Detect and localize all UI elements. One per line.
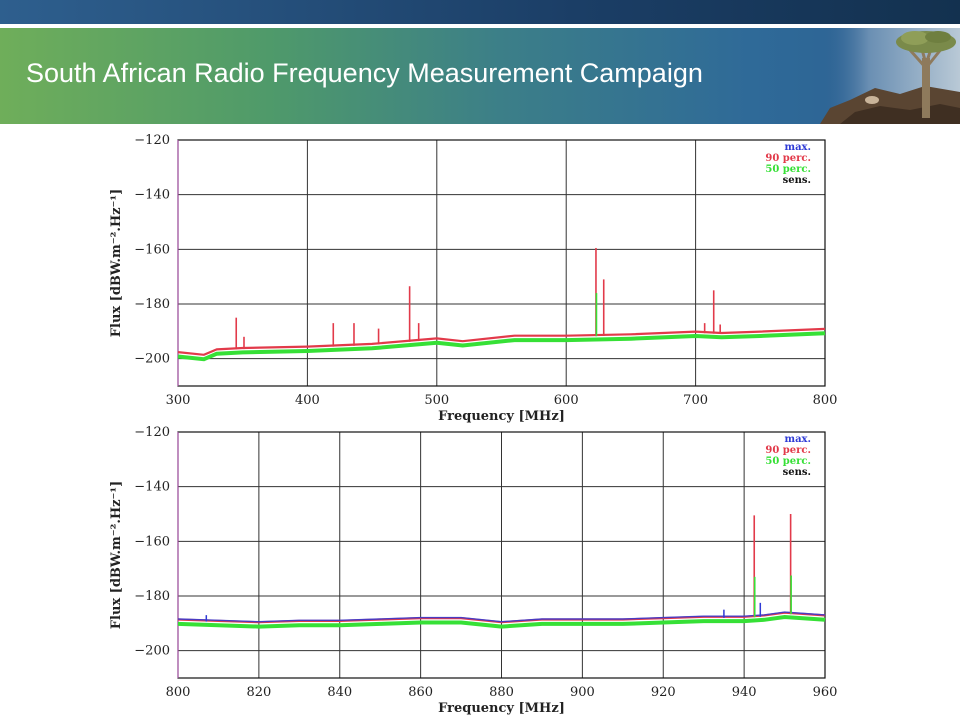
trace-50-perc xyxy=(177,614,826,629)
legend-entry: max. xyxy=(784,142,811,153)
y-tick-label: −200 xyxy=(134,644,170,659)
x-tick-label: 920 xyxy=(651,685,676,700)
page-title: South African Radio Frequency Measuremen… xyxy=(26,58,703,88)
legend-entry: sens. xyxy=(783,175,811,186)
x-tick-label: 800 xyxy=(813,393,838,408)
x-tick-label: 800 xyxy=(166,685,191,700)
x-tick-label: 900 xyxy=(570,685,595,700)
y-tick-label: −160 xyxy=(134,534,170,549)
header-banner: South African Radio Frequency Measuremen… xyxy=(0,28,960,124)
x-tick-label: 840 xyxy=(327,685,352,700)
legend-entry: max. xyxy=(784,434,811,445)
legend-entry: 90 perc. xyxy=(765,153,811,164)
y-tick-label: −120 xyxy=(134,425,170,440)
x-tick-label: 820 xyxy=(246,685,271,700)
legend-entry: 50 perc. xyxy=(765,164,811,175)
y-tick-label: −140 xyxy=(134,188,170,203)
spectrum-charts: 300 400 500 600 700 800 −120 −140 −160 −180 −200 Fr… xyxy=(109,133,838,716)
y-tick-label: −140 xyxy=(134,480,170,495)
x-tick-label: 400 xyxy=(295,393,320,408)
x-tick-label: 300 xyxy=(166,393,191,408)
top-bar xyxy=(0,0,960,24)
y-tick-label: −180 xyxy=(134,297,170,312)
trace-90-perc xyxy=(177,327,826,356)
x-tick-label: 700 xyxy=(683,393,708,408)
y-axis-label: Flux [dBW.m⁻².Hz⁻¹] xyxy=(109,189,124,337)
x-axis-label: Frequency [MHz] xyxy=(438,701,565,716)
y-tick-label: −120 xyxy=(134,133,170,148)
y-axis-label: Flux [dBW.m⁻².Hz⁻¹] xyxy=(109,481,124,629)
x-tick-label: 500 xyxy=(424,393,449,408)
trace-max xyxy=(177,611,826,623)
y-tick-label: −180 xyxy=(134,589,170,604)
quiver-tree-image xyxy=(820,28,960,124)
trace-50-perc xyxy=(177,331,826,362)
x-tick-label: 940 xyxy=(732,685,757,700)
y-tick-label: −160 xyxy=(134,242,170,257)
x-tick-label: 860 xyxy=(408,685,433,700)
plot-frame xyxy=(177,139,826,387)
x-axis-label: Frequency [MHz] xyxy=(438,409,565,424)
legend-entry: 90 perc. xyxy=(765,445,811,456)
y-tick-label: −200 xyxy=(134,352,170,367)
x-tick-label: 960 xyxy=(813,685,838,700)
x-tick-label: 880 xyxy=(489,685,514,700)
legend-entry: sens. xyxy=(783,467,811,478)
x-tick-label: 600 xyxy=(554,393,579,408)
legend-entry: 50 perc. xyxy=(765,456,811,467)
